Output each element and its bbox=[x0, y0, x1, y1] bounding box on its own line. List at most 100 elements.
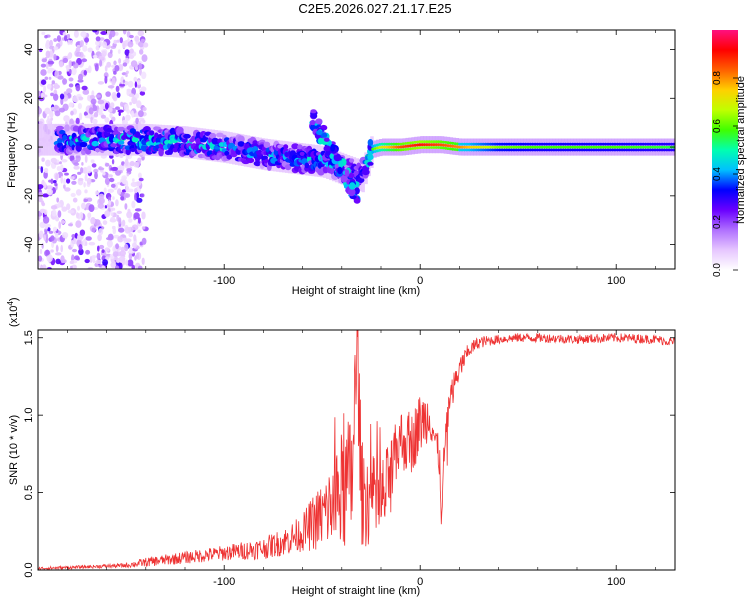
spectrogram-speckle bbox=[90, 217, 96, 225]
spectrogram-speckle bbox=[91, 227, 96, 233]
spectrogram-ridge-cell bbox=[378, 143, 382, 146]
spectrogram-speckle bbox=[116, 210, 123, 214]
spectrogram-ridge-cell bbox=[430, 140, 434, 144]
spectrogram-ridge-cell bbox=[625, 142, 629, 146]
spectrogram-ridge-cell bbox=[549, 148, 554, 152]
spectrogram-ridge-cell bbox=[514, 148, 518, 152]
spectrogram-ridge-cell bbox=[390, 142, 394, 146]
spectrogram-ridge-cell bbox=[418, 143, 422, 147]
spectrogram-ridge-cell bbox=[636, 148, 641, 152]
spectrogram-ridge-cell bbox=[549, 145, 554, 149]
spectrogram-speckle bbox=[56, 197, 60, 203]
spectrogram-ridge-cell bbox=[392, 145, 396, 149]
snr-x-label: Height of straight line (km) bbox=[292, 585, 420, 597]
spectrogram-ridge-cell bbox=[458, 148, 462, 152]
spectrogram-speckle bbox=[84, 115, 92, 119]
spectrogram-ridge-cell bbox=[486, 148, 490, 152]
spectrogram-speckle bbox=[44, 226, 48, 230]
spectrogram-speckle bbox=[113, 70, 117, 75]
spectrogram-speckle bbox=[66, 203, 71, 211]
spectrogram-speckle bbox=[46, 254, 53, 263]
spectrogram-ridge-cell bbox=[622, 148, 627, 152]
spectrogram-ridge-cell bbox=[533, 142, 537, 146]
spectrogram-speckle bbox=[95, 40, 100, 46]
spectrogram-speckle bbox=[89, 95, 96, 100]
spectrogram-ridge-cell bbox=[627, 148, 631, 152]
spectrogram-ridge-cell bbox=[613, 145, 617, 149]
spectrogram-y-tick-label: -20 bbox=[23, 188, 35, 204]
spectrogram-ridge-cell bbox=[622, 142, 627, 146]
spectrogram-ridge-cell bbox=[644, 148, 648, 152]
spectrogram-ridge-cell bbox=[500, 142, 504, 146]
spectrogram-x-label: Height of straight line (km) bbox=[292, 285, 420, 297]
spectrogram-speckle bbox=[86, 197, 93, 202]
spectrogram-speckle bbox=[111, 116, 116, 122]
spectrogram-ridge-cell bbox=[420, 140, 424, 144]
spectrogram-ridge-cell bbox=[667, 142, 671, 146]
spectrogram-ridge-cell bbox=[299, 151, 305, 156]
spectrogram-speckle bbox=[117, 109, 124, 113]
spectrogram-ridge-cell bbox=[665, 148, 669, 152]
spectrogram-speckle bbox=[125, 70, 129, 75]
spectrogram-ridge-cell bbox=[526, 145, 530, 149]
spectrogram-speckle bbox=[41, 58, 47, 63]
spectrogram-speckle bbox=[141, 257, 145, 265]
spectrogram-ridge-cell bbox=[422, 140, 427, 144]
spectrogram-ridge-cell bbox=[394, 142, 398, 146]
spectrogram-speckle bbox=[115, 85, 120, 93]
spectrogram-ridge-cell bbox=[397, 148, 401, 152]
spectrogram-ridge-cell bbox=[601, 142, 605, 146]
spectrogram-speckle bbox=[66, 34, 71, 39]
spectrogram-speckle bbox=[40, 63, 47, 68]
spectrogram-ridge-cell bbox=[460, 142, 464, 146]
spectrogram-ridge-cell bbox=[484, 145, 488, 149]
spectrogram-speckle bbox=[101, 249, 105, 254]
spectrogram-speckle bbox=[136, 252, 142, 260]
spectrogram-ridge-cell bbox=[181, 137, 188, 143]
spectrogram-speckle bbox=[68, 77, 74, 82]
spectrogram-ridge-cell bbox=[538, 142, 542, 146]
spectrogram-speckle bbox=[128, 218, 133, 223]
spectrogram-ridge-cell bbox=[542, 148, 547, 152]
spectrogram-speckle bbox=[97, 99, 105, 105]
spectrogram-ridge-cell bbox=[672, 148, 675, 152]
spectrogram-speckle bbox=[39, 48, 43, 53]
spectrogram-ridge-cell bbox=[367, 161, 374, 166]
spectrogram-ridge-cell bbox=[91, 140, 99, 147]
spectrogram-speckle bbox=[43, 85, 47, 93]
spectrogram-ridge-cell bbox=[446, 141, 450, 145]
spectrogram-speckle bbox=[59, 61, 64, 68]
colorbar-gradient bbox=[712, 30, 738, 270]
spectrogram-speckle bbox=[112, 196, 115, 201]
spectrogram-ridge-cell bbox=[629, 145, 634, 149]
spectrogram-speckle bbox=[60, 176, 63, 184]
spectrogram-halo-cell bbox=[46, 123, 51, 156]
spectrogram-ridge-cell bbox=[408, 141, 412, 145]
spectrogram-ridge-cell bbox=[653, 142, 657, 146]
spectrogram-ridge-cell bbox=[622, 145, 627, 149]
spectrogram-ridge-cell bbox=[662, 145, 667, 149]
spectrogram-ridge-cell bbox=[158, 148, 164, 157]
spectrogram-speckle bbox=[54, 110, 61, 117]
spectrogram-ridge-cell bbox=[641, 145, 645, 149]
spectrogram-speckle bbox=[121, 178, 127, 184]
spectrogram-speckle bbox=[91, 118, 98, 124]
spectrogram-speckle bbox=[52, 226, 58, 232]
spectrogram-ridge-cell bbox=[380, 145, 384, 149]
spectrogram-ridge-cell bbox=[582, 148, 587, 152]
spectrogram-speckle bbox=[139, 49, 144, 55]
spectrogram-ridge-cell bbox=[514, 142, 518, 146]
spectrogram-speckle bbox=[115, 199, 119, 207]
spectrogram-speckle bbox=[109, 30, 116, 38]
spectrogram-ridge-cell bbox=[465, 148, 469, 152]
spectrogram-ridge-cell bbox=[615, 148, 620, 152]
spectrogram-speckle bbox=[68, 68, 72, 74]
spectrogram-ridge-cell bbox=[437, 143, 441, 147]
spectrogram-speckle bbox=[75, 220, 82, 228]
spectrogram-ridge-cell bbox=[667, 148, 671, 152]
colorbar-label: Normalized spectral amplitude bbox=[735, 76, 747, 224]
spectrogram-ridge-cell bbox=[641, 142, 645, 146]
spectrogram-ridge-cell bbox=[427, 146, 431, 149]
spectrogram-speckle bbox=[71, 234, 76, 239]
spectrogram-speckle bbox=[110, 167, 117, 171]
